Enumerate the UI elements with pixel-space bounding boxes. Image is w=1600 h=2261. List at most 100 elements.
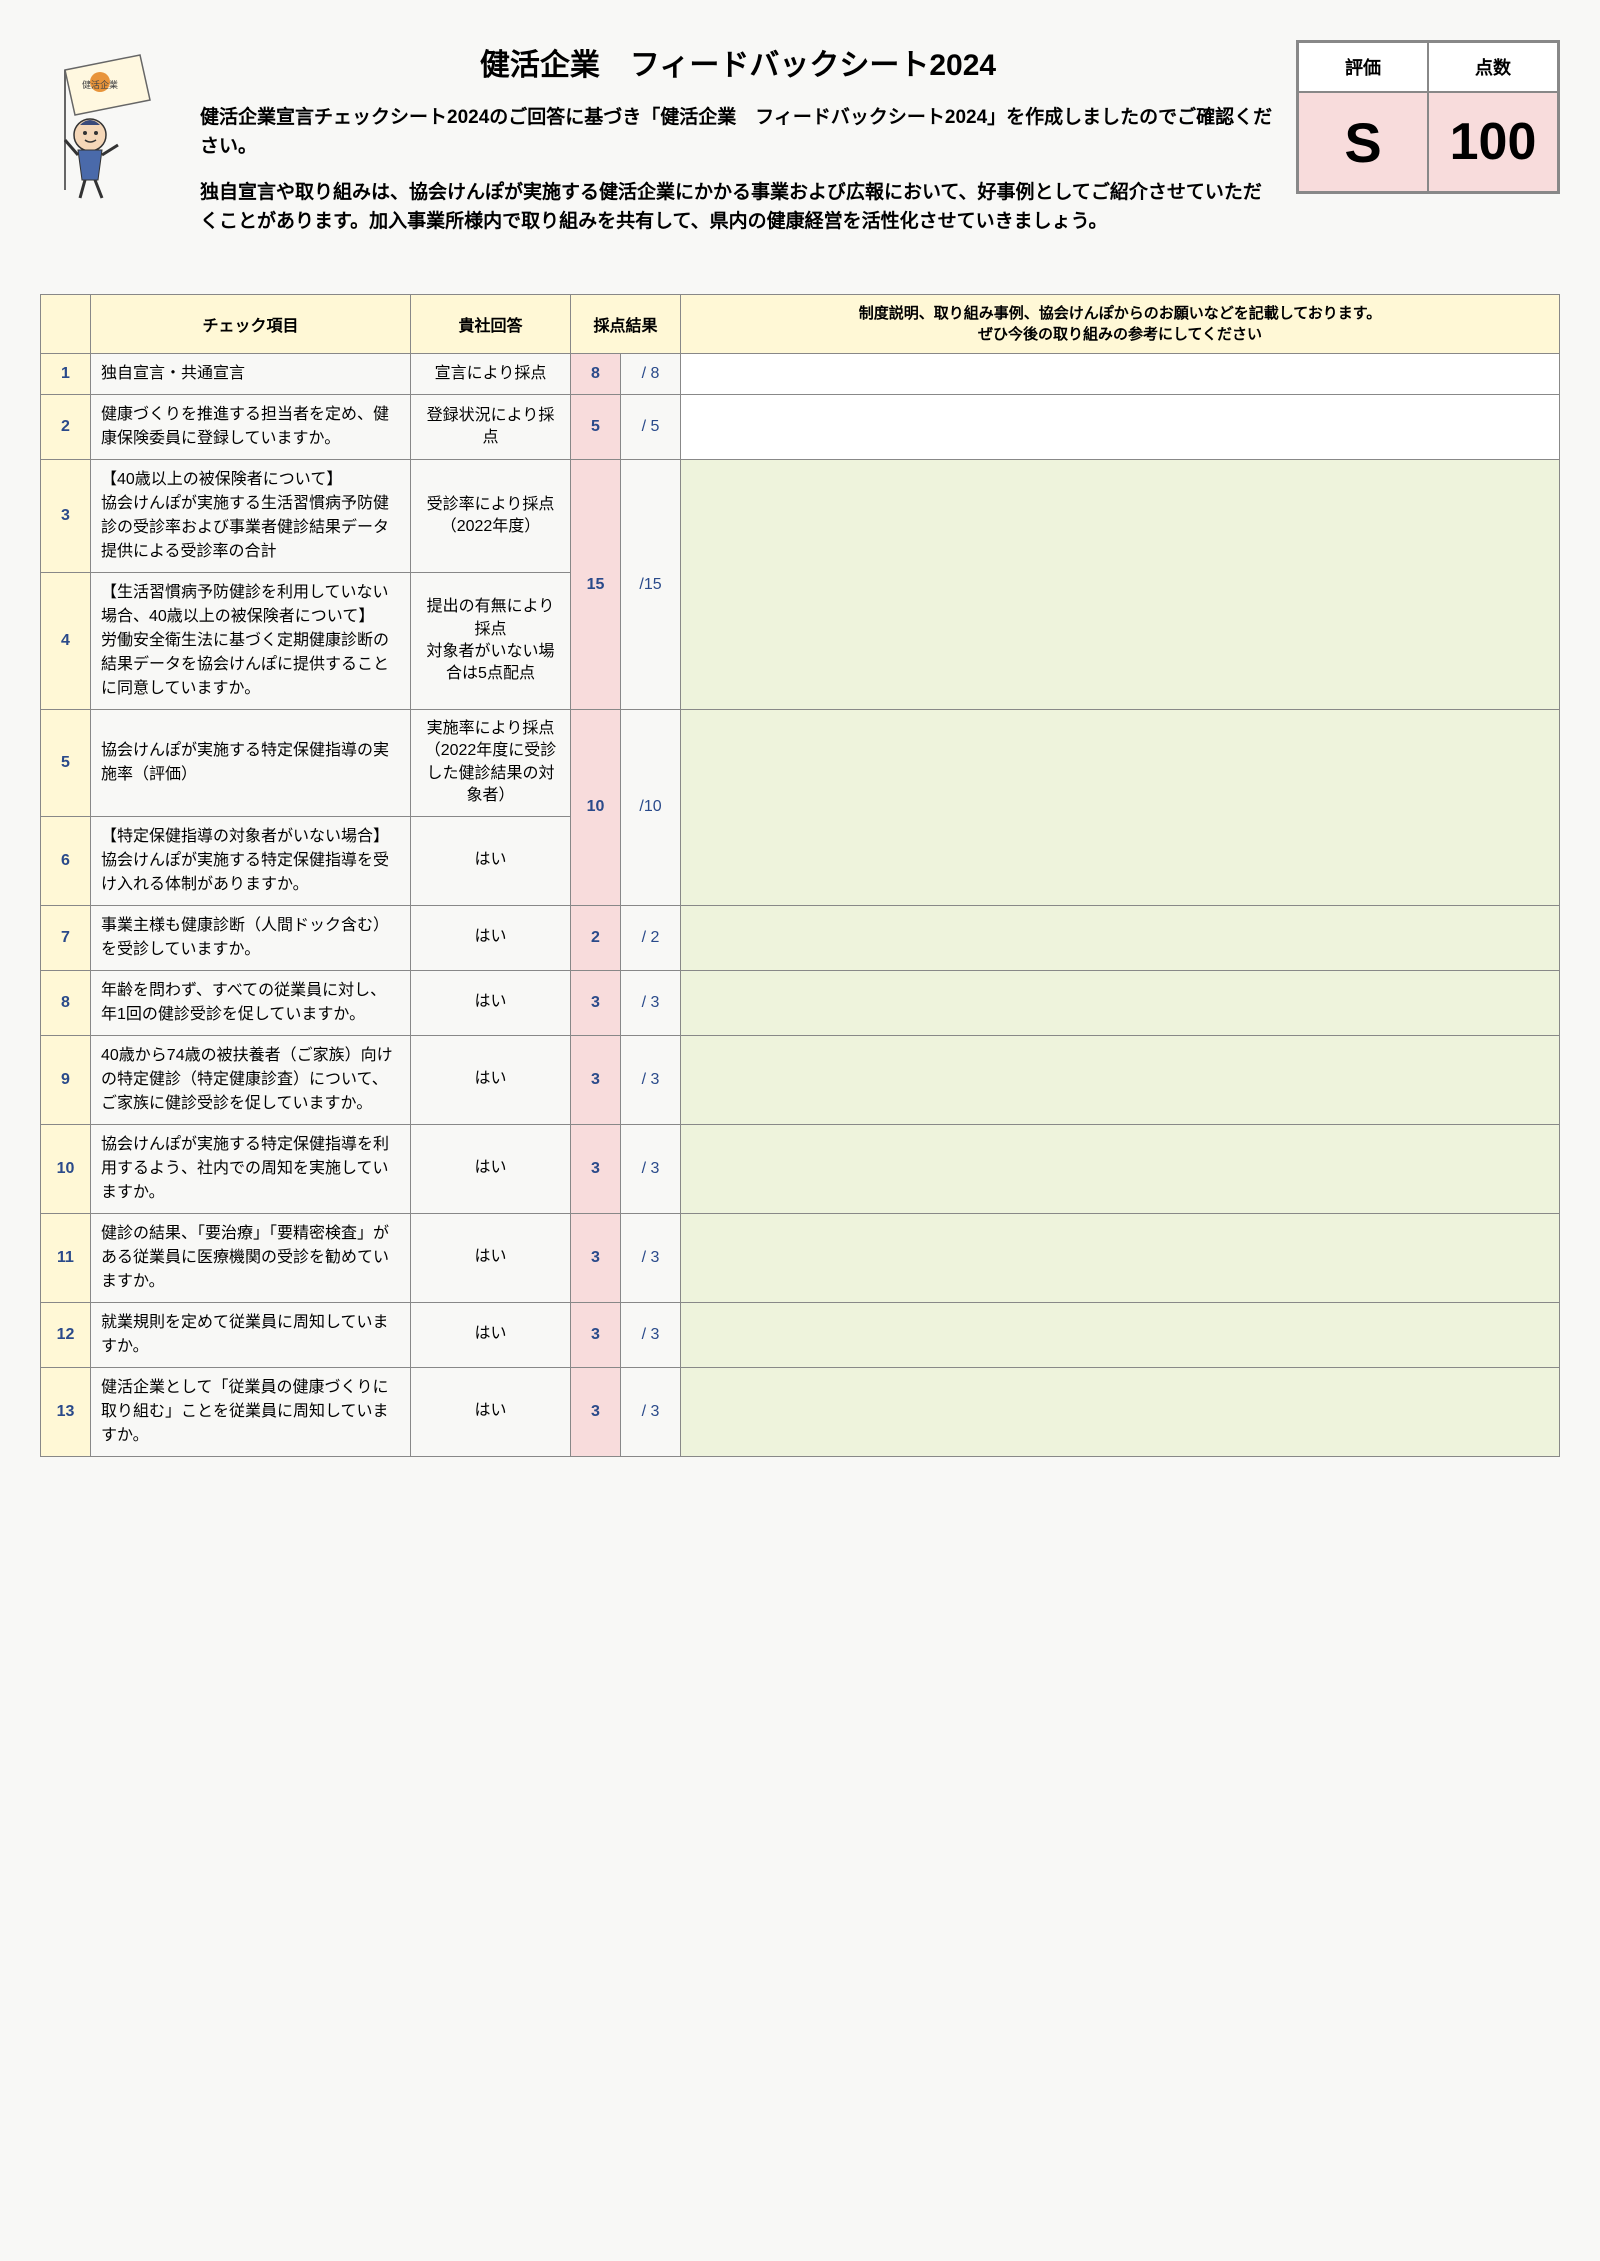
row-number: 13 <box>41 1367 91 1456</box>
table-row: 5協会けんぽが実施する特定保健指導の実施率（評価）実施率により採点（2022年度… <box>41 710 1560 817</box>
row-number: 3 <box>41 460 91 573</box>
row-number: 4 <box>41 573 91 710</box>
th-notes: 制度説明、取り組み事例、協会けんぽからのお願いなどを記載しております。 ぜひ今後… <box>681 295 1560 354</box>
row-number: 7 <box>41 905 91 970</box>
table-row: 8年齢を問わず、すべての従業員に対し、年1回の健診受診を促していますか。はい3/… <box>41 970 1560 1035</box>
row-number: 8 <box>41 970 91 1035</box>
company-answer: はい <box>411 1302 571 1367</box>
eval-value: S <box>1298 92 1428 192</box>
notes-cell <box>681 970 1560 1035</box>
th-score: 採点結果 <box>571 295 681 354</box>
notes-cell <box>681 1302 1560 1367</box>
eval-label: 評価 <box>1298 42 1428 92</box>
score-max: /15 <box>621 460 681 710</box>
score-achieved: 5 <box>571 395 621 460</box>
score-label: 点数 <box>1428 42 1558 92</box>
score-max: / 3 <box>621 1302 681 1367</box>
check-item: 就業規則を定めて従業員に周知していますか。 <box>91 1302 411 1367</box>
table-row: 1独自宣言・共通宣言宣言により採点8/ 8 <box>41 354 1560 395</box>
notes-cell <box>681 354 1560 395</box>
row-number: 9 <box>41 1035 91 1124</box>
header-text: 健活企業 フィードバックシート2024 健活企業宣言チェックシート2024のご回… <box>200 40 1276 254</box>
th-blank <box>41 295 91 354</box>
score-achieved: 3 <box>571 1035 621 1124</box>
table-row: 12就業規則を定めて従業員に周知していますか。はい3/ 3 <box>41 1302 1560 1367</box>
score-max: / 8 <box>621 354 681 395</box>
table-row: 10協会けんぽが実施する特定保健指導を利用するよう、社内での周知を実施しています… <box>41 1124 1560 1213</box>
mascot-icon: 健活企業 <box>40 40 180 200</box>
notes-cell <box>681 1213 1560 1302</box>
table-header-row: チェック項目 貴社回答 採点結果 制度説明、取り組み事例、協会けんぽからのお願い… <box>41 295 1560 354</box>
check-item: 健活企業として「従業員の健康づくりに取り組む」ことを従業員に周知していますか。 <box>91 1367 411 1456</box>
check-item: 協会けんぽが実施する特定保健指導を利用するよう、社内での周知を実施していますか。 <box>91 1124 411 1213</box>
th-answer: 貴社回答 <box>411 295 571 354</box>
intro-paragraph-1: 健活企業宣言チェックシート2024のご回答に基づき「健活企業 フィードバックシー… <box>200 104 1276 161</box>
notes-cell <box>681 395 1560 460</box>
notes-cell <box>681 1367 1560 1456</box>
check-item: 健康づくりを推進する担当者を定め、健康保険委員に登録していますか。 <box>91 395 411 460</box>
company-answer: はい <box>411 1213 571 1302</box>
header-section: 健活企業 健活企業 フィードバックシート2024 健活企業宣言チェックシート20… <box>40 40 1560 254</box>
row-number: 5 <box>41 710 91 817</box>
row-number: 1 <box>41 354 91 395</box>
row-number: 2 <box>41 395 91 460</box>
company-answer: 実施率により採点（2022年度に受診した健診結果の対象者） <box>411 710 571 817</box>
company-answer: はい <box>411 1035 571 1124</box>
table-row: 11健診の結果、「要治療」「要精密検査」がある従業員に医療機関の受診を勧めていま… <box>41 1213 1560 1302</box>
score-max: / 3 <box>621 1213 681 1302</box>
check-item: 事業主様も健康診断（人間ドック含む）を受診していますか。 <box>91 905 411 970</box>
check-item: 【特定保健指導の対象者がいない場合】協会けんぽが実施する特定保健指導を受け入れる… <box>91 816 411 905</box>
table-row: 7事業主様も健康診断（人間ドック含む）を受診していますか。はい2/ 2 <box>41 905 1560 970</box>
notes-cell <box>681 1124 1560 1213</box>
score-box: 評価 点数 S 100 <box>1296 40 1560 194</box>
table-row: 940歳から74歳の被扶養者（ご家族）向けの特定健診（特定健康診査）について、ご… <box>41 1035 1560 1124</box>
score-achieved: 3 <box>571 1213 621 1302</box>
score-max: /10 <box>621 710 681 906</box>
notes-cell <box>681 460 1560 710</box>
intro-paragraph-2: 独自宣言や取り組みは、協会けんぽが実施する健活企業にかかる事業および広報において… <box>200 179 1276 236</box>
page-title: 健活企業 フィードバックシート2024 <box>200 40 1276 84</box>
score-value: 100 <box>1428 92 1558 192</box>
check-item: 40歳から74歳の被扶養者（ご家族）向けの特定健診（特定健康診査）について、ご家… <box>91 1035 411 1124</box>
company-answer: 宣言により採点 <box>411 354 571 395</box>
check-item: 【40歳以上の被保険者について】協会けんぽが実施する生活習慣病予防健診の受診率お… <box>91 460 411 573</box>
check-item: 独自宣言・共通宣言 <box>91 354 411 395</box>
company-answer: はい <box>411 905 571 970</box>
row-number: 6 <box>41 816 91 905</box>
company-answer: はい <box>411 970 571 1035</box>
score-achieved: 15 <box>571 460 621 710</box>
row-number: 10 <box>41 1124 91 1213</box>
score-achieved: 10 <box>571 710 621 906</box>
score-max: / 2 <box>621 905 681 970</box>
company-answer: 受診率により採点（2022年度） <box>411 460 571 573</box>
score-max: / 5 <box>621 395 681 460</box>
check-item: 協会けんぽが実施する特定保健指導の実施率（評価） <box>91 710 411 817</box>
th-notes-line1: 制度説明、取り組み事例、協会けんぽからのお願いなどを記載しております。 <box>691 303 1549 324</box>
table-row: 3【40歳以上の被保険者について】協会けんぽが実施する生活習慣病予防健診の受診率… <box>41 460 1560 573</box>
company-answer: はい <box>411 1124 571 1213</box>
check-item: 年齢を問わず、すべての従業員に対し、年1回の健診受診を促していますか。 <box>91 970 411 1035</box>
score-max: / 3 <box>621 1124 681 1213</box>
table-row: 13健活企業として「従業員の健康づくりに取り組む」ことを従業員に周知していますか… <box>41 1367 1560 1456</box>
table-row: 2健康づくりを推進する担当者を定め、健康保険委員に登録していますか。登録状況によ… <box>41 395 1560 460</box>
score-max: / 3 <box>621 1035 681 1124</box>
score-max: / 3 <box>621 970 681 1035</box>
notes-cell <box>681 1035 1560 1124</box>
row-number: 12 <box>41 1302 91 1367</box>
score-achieved: 8 <box>571 354 621 395</box>
score-achieved: 3 <box>571 970 621 1035</box>
company-answer: はい <box>411 1367 571 1456</box>
feedback-table: チェック項目 貴社回答 採点結果 制度説明、取り組み事例、協会けんぽからのお願い… <box>40 294 1560 1457</box>
company-answer: 登録状況により採点 <box>411 395 571 460</box>
score-max: / 3 <box>621 1367 681 1456</box>
notes-cell <box>681 905 1560 970</box>
row-number: 11 <box>41 1213 91 1302</box>
score-achieved: 3 <box>571 1367 621 1456</box>
th-item: チェック項目 <box>91 295 411 354</box>
company-answer: 提出の有無により採点対象者がいない場合は5点配点 <box>411 573 571 710</box>
company-answer: はい <box>411 816 571 905</box>
svg-text:健活企業: 健活企業 <box>82 79 118 90</box>
th-notes-line2: ぜひ今後の取り組みの参考にしてください <box>691 324 1549 345</box>
score-achieved: 3 <box>571 1124 621 1213</box>
score-achieved: 2 <box>571 905 621 970</box>
